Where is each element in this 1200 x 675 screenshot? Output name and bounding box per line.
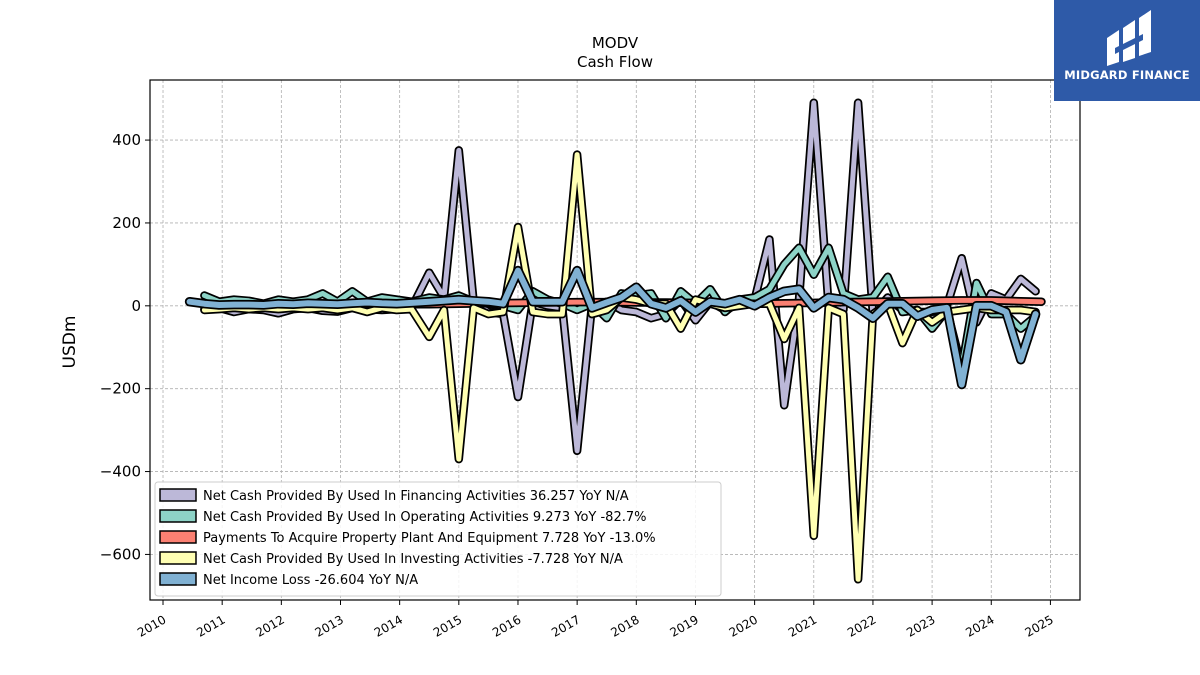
logo-mark-icon: [1107, 10, 1151, 66]
series-5: [184, 265, 1041, 390]
chart-subtitle: Cash Flow: [577, 53, 653, 71]
x-tick-label: 2019: [668, 612, 701, 639]
legend-label: Payments To Acquire Property Plant And E…: [203, 531, 656, 546]
x-tick-label: 2010: [135, 612, 168, 639]
series-1: [200, 98, 1040, 456]
x-tick-label: 2011: [194, 612, 227, 639]
x-axis-ticks: 2010 2011 2012 2013 2014 2015 2016 2017 2018 2019…: [135, 600, 1056, 640]
legend-label: Net Income Loss -26.604 YoY N/A: [203, 573, 418, 588]
x-tick-label: 2013: [313, 612, 346, 639]
x-tick-label: 2024: [963, 612, 996, 639]
x-tick-label: 2025: [1022, 612, 1055, 639]
x-tick-label: 2021: [786, 612, 819, 639]
legend-label: Net Cash Provided By Used In Operating A…: [203, 510, 646, 525]
legend-label: Net Cash Provided By Used In Financing A…: [203, 489, 629, 504]
logo-text: MIDGARD FINANCE: [1064, 68, 1190, 82]
y-tick-label: −200: [100, 380, 141, 398]
x-tick-label: 2014: [372, 612, 405, 639]
legend-box: [154, 481, 722, 597]
y-axis-label: USDm: [60, 316, 80, 369]
chart-title: MODV: [592, 34, 639, 52]
x-tick-label: 2023: [904, 612, 937, 639]
y-tick-label: 400: [112, 131, 141, 149]
midgard-finance-logo: MIDGARD FINANCE: [1054, 0, 1200, 101]
y-tick-label: 200: [112, 214, 141, 232]
series-line: [201, 100, 1039, 454]
legend-swatch: [159, 488, 197, 502]
x-tick-label: 2020: [727, 612, 760, 639]
legend-swatch: [159, 572, 197, 586]
plot-frame: [149, 79, 1081, 601]
legend-swatch: [159, 551, 197, 565]
legend-swatch: [159, 509, 197, 523]
y-axis-ticks: 400 200 0 −200 −400 −600: [100, 131, 150, 563]
series-lines: [184, 98, 1046, 584]
y-tick-label: 0: [131, 297, 141, 315]
legend-swatch: [159, 530, 197, 544]
y-tick-label: −600: [100, 545, 141, 563]
x-tick-label: 2022: [845, 612, 878, 639]
x-tick-label: 2015: [431, 612, 464, 639]
x-tick-label: 2018: [608, 612, 641, 639]
legend-label: Net Cash Provided By Used In Investing A…: [203, 552, 623, 567]
y-tick-label: −400: [100, 463, 141, 481]
series-outline: [200, 98, 1040, 456]
series-line: [186, 267, 1039, 388]
x-tick-label: 2016: [490, 612, 523, 639]
legend: Net Cash Provided By Used In Financing A…: [154, 481, 722, 597]
x-tick-label: 2017: [549, 612, 582, 639]
x-tick-label: 2012: [253, 612, 286, 639]
